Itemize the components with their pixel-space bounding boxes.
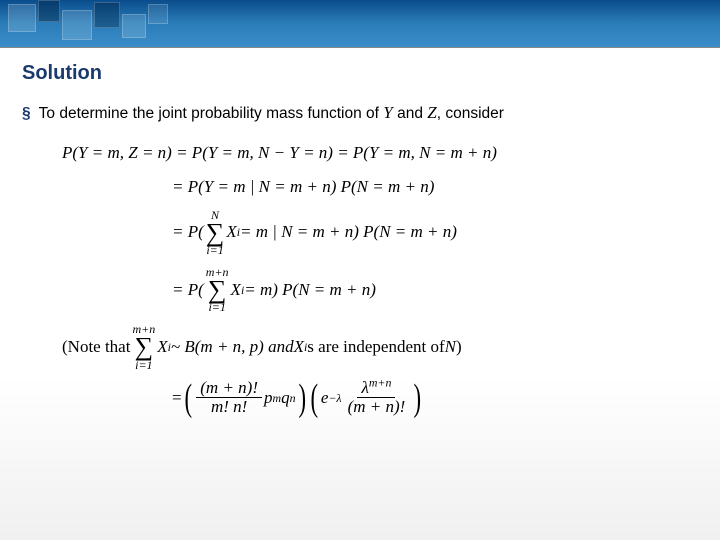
note-X2: X — [294, 335, 304, 359]
note-N: N — [445, 335, 456, 359]
rparen-2: ) — [414, 383, 422, 413]
eq4-pre: = P( — [172, 278, 204, 302]
frac2-lam: λ — [361, 378, 368, 397]
note-mid2: s are independent of — [307, 335, 444, 359]
intro-text: § To determine the joint probability mas… — [22, 103, 698, 123]
eq5-p: p — [264, 386, 273, 410]
eq4-X: X — [231, 278, 241, 302]
lparen-1: ( — [184, 383, 192, 413]
note-post: ) — [456, 335, 462, 359]
eq-line-2: = P(Y = m | N = m + n) P(N = m + n) — [62, 175, 698, 199]
eq-note-line: (Note that m+n ∑ i=1 Xi ~ B(m + n, p) an… — [62, 323, 698, 370]
eq-line-5: = ( (m + n)! m! n! pm qn ) ( e−λ λm+n (m… — [62, 379, 698, 417]
eq-line-4: = P( m+n ∑ i=1 Xi = m) P(N = m + n) — [62, 266, 698, 313]
eq1-text: P(Y = m, Z = n) = P(Y = m, N − Y = n) = … — [62, 141, 497, 165]
sum-symbol-3: m+n ∑ i=1 — [132, 323, 155, 370]
frac2-exp: m+n — [369, 375, 392, 389]
slide-title: Solution — [22, 62, 720, 85]
frac2-num: λm+n — [357, 379, 395, 399]
content-area: § To determine the joint probability mas… — [0, 85, 720, 417]
eq5-q: q — [281, 386, 290, 410]
note-X: X — [157, 335, 167, 359]
eq3-X: X — [226, 220, 236, 244]
eq3-mid: = m | N = m + n) P(N = m + n) — [240, 220, 457, 244]
note-mid1: ~ B(m + n, p) and — [171, 335, 294, 359]
frac1-num: (m + n)! — [196, 379, 262, 399]
eq5-e: e — [321, 386, 329, 410]
rparen-1: ) — [298, 383, 306, 413]
sum3-bot: i=1 — [135, 359, 152, 371]
eq-line-3: = P( N ∑ i=1 Xi = m | N = m + n) P(N = m… — [62, 209, 698, 256]
equation-block: P(Y = m, Z = n) = P(Y = m, N − Y = n) = … — [22, 141, 698, 417]
note-pre: (Note that — [62, 335, 130, 359]
intro-mid: and — [393, 105, 427, 122]
intro-post: , consider — [437, 105, 504, 122]
header-decoration — [0, 0, 190, 48]
eq3-pre: = P( — [172, 220, 204, 244]
fraction-1: (m + n)! m! n! — [196, 379, 262, 417]
eq5-eq: = — [172, 386, 182, 410]
eq2-text: = P(Y = m | N = m + n) P(N = m + n) — [172, 175, 434, 199]
fraction-2: λm+n (m + n)! — [344, 379, 410, 417]
header-bar — [0, 0, 720, 48]
sum2-bot: i=1 — [208, 301, 225, 313]
sum1-bot: i=1 — [206, 244, 223, 256]
frac1-den: m! n! — [207, 398, 251, 417]
eq-line-1: P(Y = m, Z = n) = P(Y = m, N − Y = n) = … — [62, 141, 698, 165]
eq4-mid: = m) P(N = m + n) — [244, 278, 376, 302]
sum-symbol-1: N ∑ i=1 — [206, 209, 225, 256]
intro-var-Y: Y — [383, 103, 392, 122]
bullet: § — [22, 105, 31, 122]
intro-var-Z: Z — [427, 103, 436, 122]
lparen-2: ( — [311, 383, 319, 413]
intro-pre: To determine the joint probability mass … — [39, 105, 384, 122]
frac2-den: (m + n)! — [344, 398, 410, 417]
sum-symbol-2: m+n ∑ i=1 — [206, 266, 229, 313]
